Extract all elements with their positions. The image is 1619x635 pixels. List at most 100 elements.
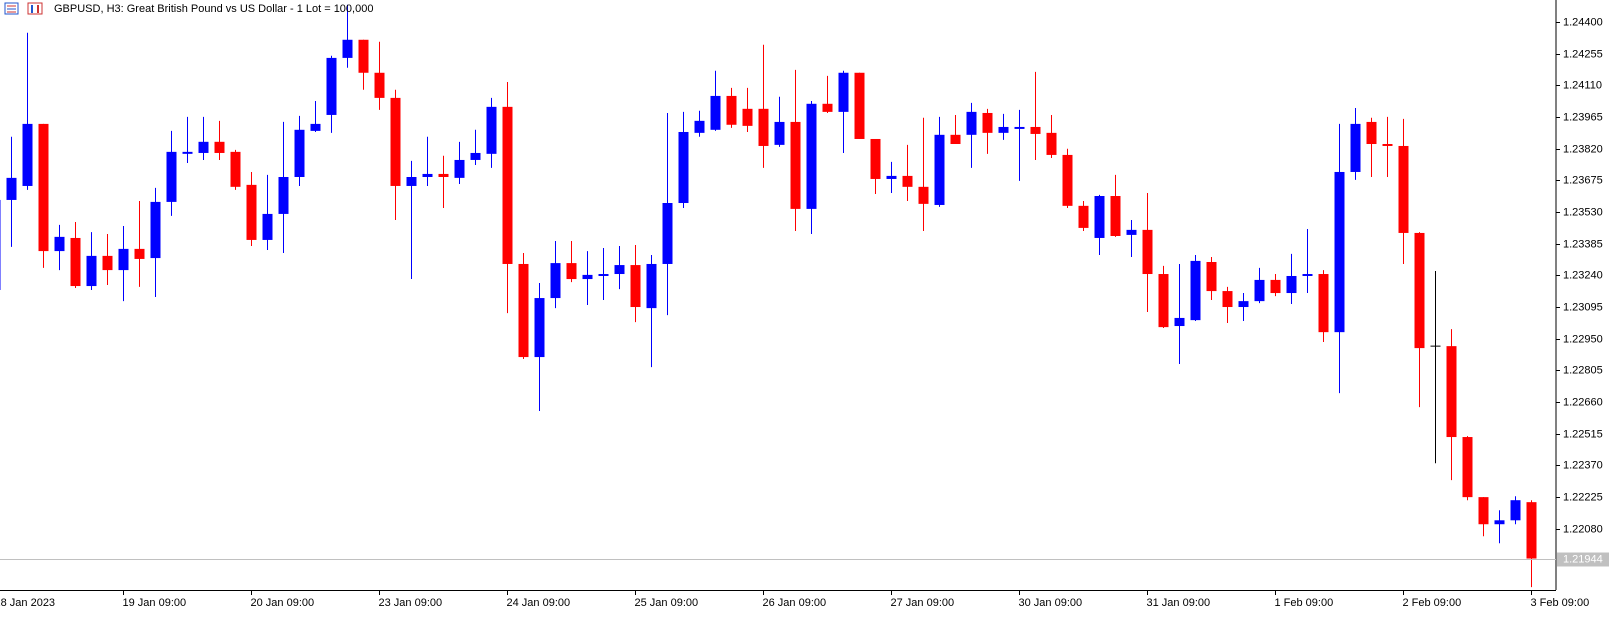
y-tick-label: 1.22660 xyxy=(1563,396,1603,408)
y-tick-label: 1.23965 xyxy=(1563,111,1603,123)
y-tick-label: 1.24400 xyxy=(1563,16,1603,28)
y-tick-label: 1.22950 xyxy=(1563,333,1603,345)
candle-body xyxy=(534,298,545,358)
candle-body xyxy=(1222,291,1233,308)
candle-body xyxy=(1142,229,1153,275)
candle-body xyxy=(662,203,673,264)
candle-body xyxy=(1334,171,1345,333)
candle-body xyxy=(1382,144,1393,146)
x-tick-label: 18 Jan 2023 xyxy=(0,597,55,609)
candle-body xyxy=(38,123,49,252)
plot-area xyxy=(0,4,1537,588)
candle-body xyxy=(566,263,577,280)
candle-body xyxy=(822,103,833,112)
candle-body xyxy=(406,177,417,186)
y-tick-label: 1.23385 xyxy=(1563,238,1603,250)
x-tick-label: 23 Jan 09:00 xyxy=(379,597,443,609)
candle-body xyxy=(1030,126,1041,134)
candle-body xyxy=(70,237,81,287)
candle-body xyxy=(1046,132,1057,155)
candle-body xyxy=(198,141,209,153)
y-tick-label: 1.22805 xyxy=(1563,364,1603,376)
current-price-box xyxy=(1557,552,1609,567)
chart-title: GBPUSD, H3: Great British Pound vs US Do… xyxy=(54,3,373,15)
candle-body xyxy=(422,173,433,177)
candle-body xyxy=(470,152,481,160)
candle-body xyxy=(950,134,961,145)
candle-body xyxy=(886,175,897,179)
y-tick-label: 1.23675 xyxy=(1563,174,1603,186)
candle-body xyxy=(854,72,865,139)
candle-body xyxy=(1510,500,1521,521)
candle-body xyxy=(1094,196,1105,238)
x-tick-label: 31 Jan 09:00 xyxy=(1147,597,1211,609)
candle-body xyxy=(774,121,785,145)
y-tick-label: 1.24255 xyxy=(1563,48,1603,60)
candle-body xyxy=(358,39,369,73)
x-tick-label: 1 Feb 09:00 xyxy=(1275,597,1334,609)
current-price-label: 1.21944 xyxy=(1563,553,1603,565)
x-tick-label: 20 Jan 09:00 xyxy=(251,597,315,609)
candle-body xyxy=(1414,232,1425,349)
candle-body xyxy=(294,129,305,177)
candle-body xyxy=(678,131,689,204)
x-tick-label: 26 Jan 09:00 xyxy=(763,597,827,609)
x-tick-label: 3 Feb 09:00 xyxy=(1531,597,1590,609)
candle-body xyxy=(966,111,977,135)
y-tick-label: 1.22080 xyxy=(1563,523,1603,535)
candle-body xyxy=(1174,317,1185,327)
candle-body xyxy=(1398,145,1409,233)
candle-body xyxy=(694,120,705,133)
x-tick-label: 25 Jan 09:00 xyxy=(635,597,699,609)
candle-body xyxy=(102,255,113,271)
candle-body xyxy=(1254,279,1265,302)
candle-body xyxy=(758,108,769,146)
candle-body xyxy=(902,175,913,187)
y-tick-label: 1.23095 xyxy=(1563,301,1603,313)
candle-body xyxy=(918,186,929,204)
candle-body xyxy=(262,213,273,240)
candle-body xyxy=(1446,346,1457,438)
candle-body xyxy=(1350,123,1361,172)
candle-body xyxy=(598,274,609,276)
candle-body xyxy=(390,97,401,186)
candle-body xyxy=(1014,126,1025,129)
candle-body xyxy=(342,39,353,58)
candle-body xyxy=(1286,275,1297,294)
candle-body xyxy=(486,106,497,154)
candle-body xyxy=(550,263,561,299)
candle-body xyxy=(998,126,1009,133)
candle-body xyxy=(1126,229,1137,235)
candle-body xyxy=(1526,502,1537,559)
candle-body xyxy=(1302,274,1313,276)
candle-body xyxy=(1478,497,1489,525)
candle-body xyxy=(710,95,721,130)
candle-body xyxy=(614,265,625,275)
candle-body xyxy=(230,151,241,187)
candle-body xyxy=(54,236,65,252)
candle-body xyxy=(1062,154,1073,206)
y-tick-label: 1.23240 xyxy=(1563,269,1603,281)
candle-body xyxy=(1190,260,1201,321)
candle-body xyxy=(790,121,801,209)
candle-body xyxy=(182,151,193,154)
candle-body xyxy=(1238,301,1249,308)
candle-body xyxy=(726,95,737,125)
candle-body xyxy=(22,123,33,186)
candle-body xyxy=(1366,121,1377,145)
candle-body xyxy=(1078,205,1089,228)
y-tick-label: 1.24110 xyxy=(1563,79,1602,91)
x-tick-label: 30 Jan 09:00 xyxy=(1019,597,1083,609)
candle-body xyxy=(1494,520,1505,525)
candle-body xyxy=(518,263,529,358)
candle-body xyxy=(310,123,321,131)
candle-body xyxy=(246,184,257,240)
y-tick-label: 1.22515 xyxy=(1563,428,1603,440)
y-tick-label: 1.23530 xyxy=(1563,206,1603,218)
candle-body xyxy=(166,151,177,202)
candle-body xyxy=(214,141,225,153)
candle-body xyxy=(374,72,385,98)
candle-body xyxy=(150,201,161,259)
